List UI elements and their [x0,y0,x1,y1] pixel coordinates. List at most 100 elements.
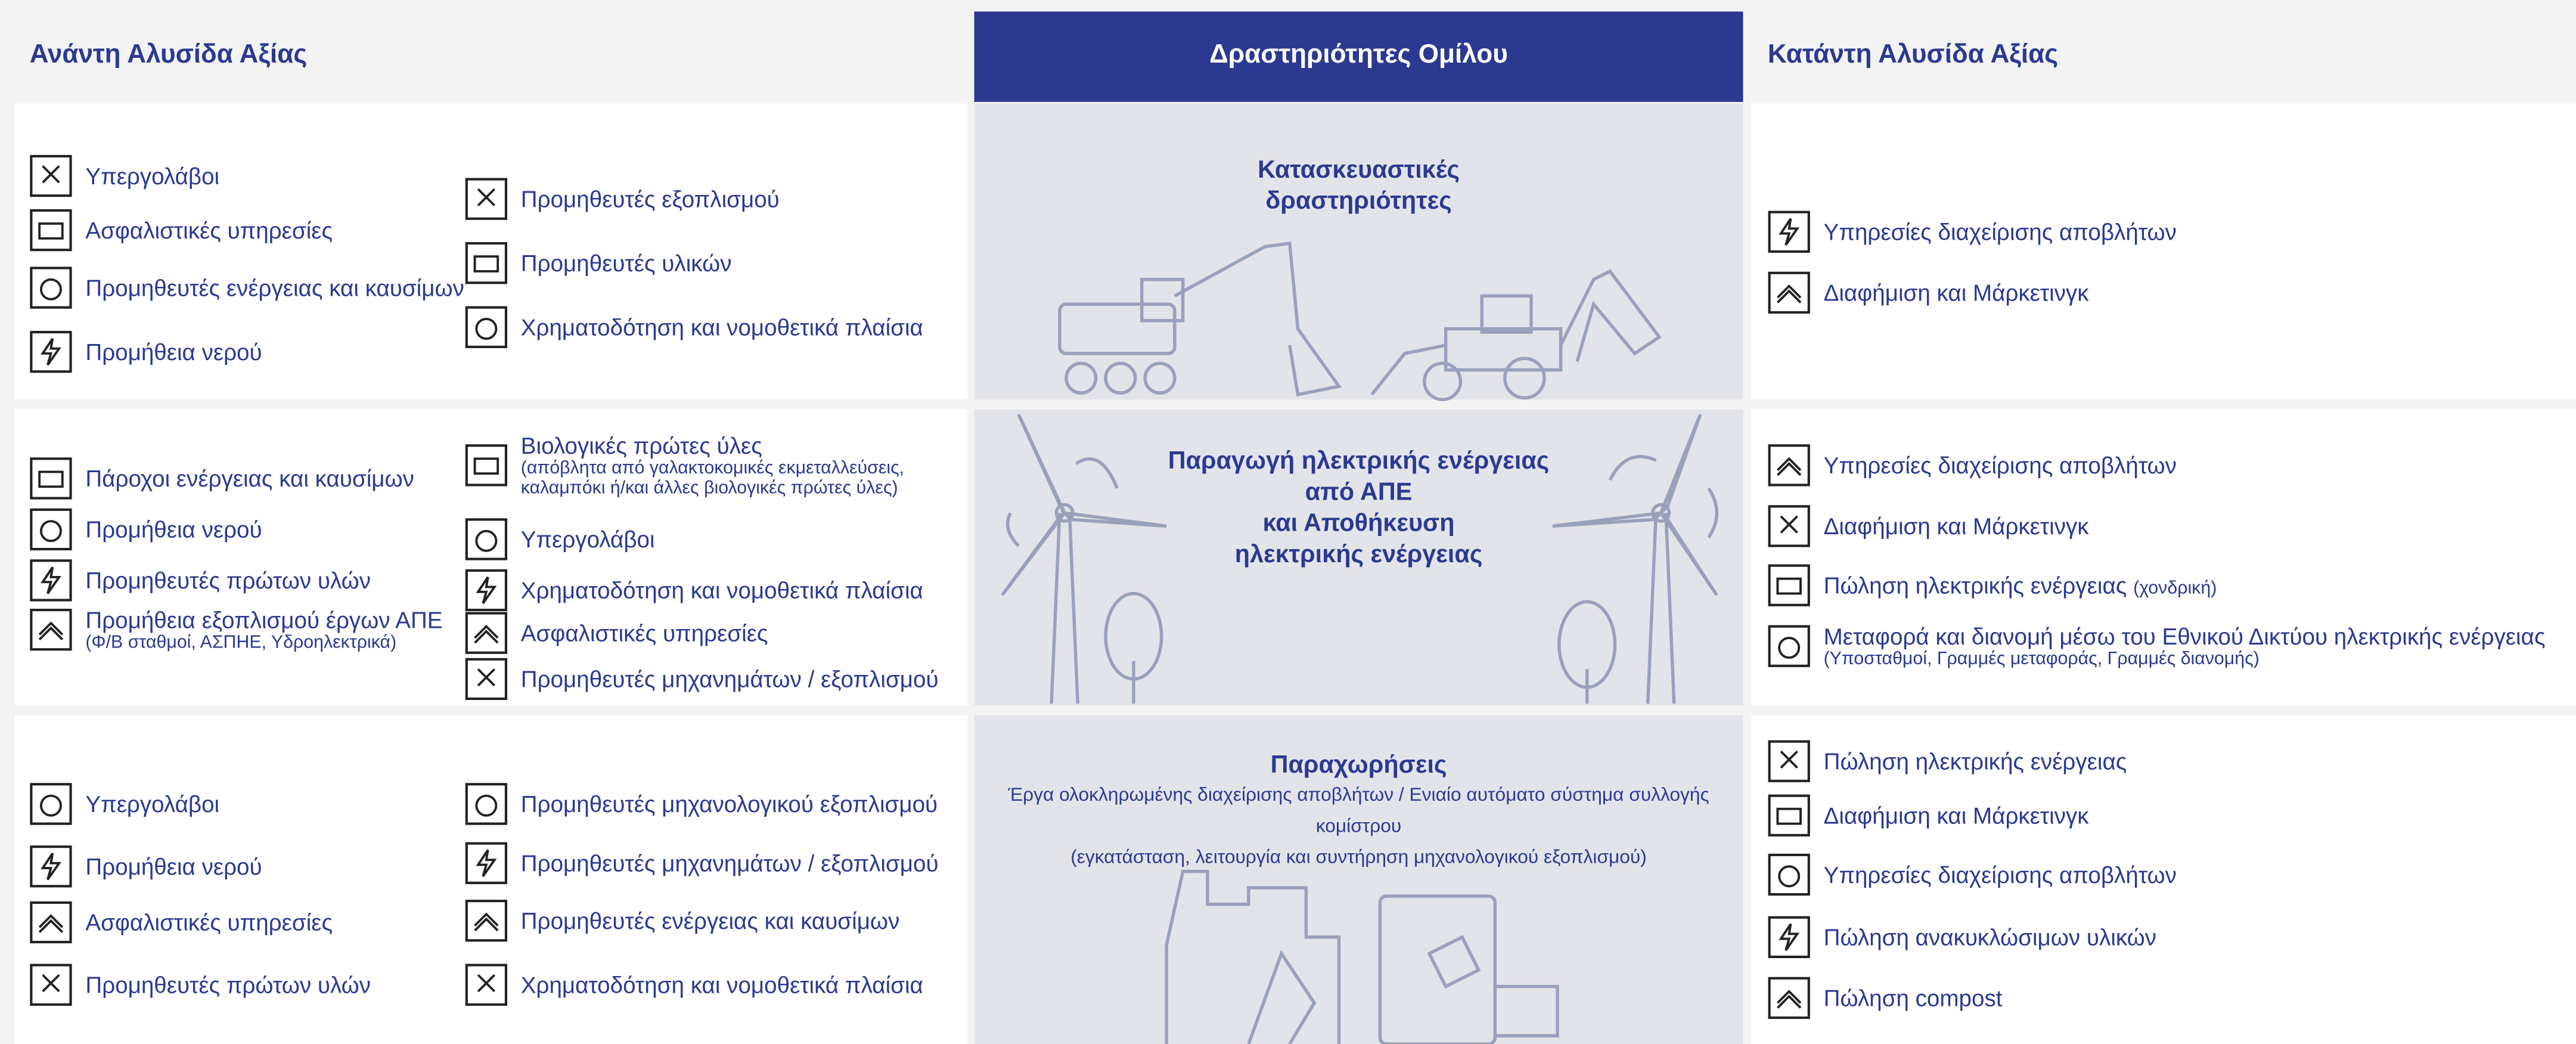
list-item: Προμηθευτές πρώτων υλών [30,559,371,602]
header-group: Δραστηριότητες Ομίλου [974,41,1743,71]
item-text: Μεταφορά και διανομή μέσω του Εθνικού Δι… [1824,623,2546,669]
item-text: Προμήθεια νερού [85,339,262,365]
icon [465,658,508,701]
activity-description: Έργα ολοκληρωμένης διαχείρισης αποβλήτων… [974,781,1743,844]
item-text: Ασφαλιστικές υπηρεσίες [85,909,333,935]
body: Ανάντη Αλυσίδα Αξίας Δραστηριότητες Ομίλ… [0,0,2576,1044]
list-item: Βιολογικές πρώτες ύλες(απόβλητα από γαλα… [465,432,904,498]
page: Value chain {"header":{"upstream":"Ανάντ… [0,0,2576,1044]
diagram: Ανάντη Αλυσίδα Αξίας Δραστηριότητες Ομίλ… [0,0,2576,1044]
item-text: Πώληση ανακυκλώσιμων υλικών [1824,924,2156,950]
item-text: Ασφαλιστικές υπηρεσίες [521,620,768,646]
item-text: Προμηθευτές μηχανημάτων / εξοπλισμού [521,850,939,876]
icon [1768,625,1811,668]
icon [1768,564,1811,607]
activity-title-line: Κατασκευαστικές [974,154,1743,185]
item-text: Προμήθεια εξοπλισμού έργων ΑΠΕ(Φ/Β σταθμ… [85,607,442,653]
list-item: Πώληση ηλεκτρικής ενέργειας (χονδρική) [1768,564,2217,607]
list-item: Προμηθευτές ενέργειας και καυσίμων [465,899,899,942]
item-label: Διαφήμιση και Μάρκετινγκ [1824,513,2089,539]
item-text: Προμήθεια νερού [85,853,262,879]
item-label: Προμήθεια νερού [85,516,262,543]
activity-description: (εγκατάσταση, λειτουργία και συντήρηση μ… [974,844,1743,875]
icon [465,306,508,349]
item-label: Προμηθευτές πρώτων υλών [85,567,371,593]
item-label: Υπεργολάβοι [85,163,219,189]
item-label: Προμηθευτές μηχανολογικού εξοπλισμού [521,791,938,817]
item-label: Ασφαλιστικές υπηρεσίες [85,909,333,935]
item-text: Υπηρεσίες διαχείρισης αποβλήτων [1824,452,2177,478]
item-inline-note: (χονδρική) [2133,579,2217,599]
icon [30,457,73,500]
list-item: Διαφήμιση και Μάρκετινγκ [1768,794,2089,837]
item-note: (Φ/Β σταθμοί, ΑΣΠΗΕ, Υδροηλεκτρικά) [85,633,442,653]
item-label: Προμηθευτές ενέργειας και καυσίμων [85,275,464,301]
activity-title-line: Παραχωρήσεις [974,749,1743,780]
icon [30,154,73,197]
item-label: Διαφήμιση και Μάρκετινγκ [1824,280,2089,306]
header-downstream: Κατάντη Αλυσίδα Αξίας [1768,41,2058,71]
activity-title-line: δραστηριότητες [974,186,1743,217]
icon [1768,916,1811,959]
item-label: Χρηματοδότηση και νομοθετικά πλαίσια [521,577,923,603]
item-label: Διαφήμιση και Μάρκετινγκ [1824,803,2089,829]
item-label: Προμηθευτές πρώτων υλών [85,972,371,998]
list-item: Υπεργολάβοι [30,154,220,197]
item-text: Προμηθευτές μηχανολογικού εξοπλισμού [521,791,938,817]
icon [1768,853,1811,896]
activity-title-line: και Αποθήκευση [974,508,1743,539]
item-label: Προμηθευτές ενέργειας και καυσίμων [521,907,900,934]
icon [465,444,508,487]
icon [30,845,73,888]
item-text: Προμηθευτές μηχανημάτων / εξοπλισμού [521,666,939,692]
list-item: Διαφήμιση και Μάρκετινγκ [1768,505,2089,548]
activity-title: Παραγωγή ηλεκτρικής ενέργειαςαπό ΑΠΕκαι … [974,445,1743,571]
item-note: καλαμπόκι ή/και άλλες βιολογικές πρώτες … [521,478,904,498]
item-text: Πώληση ηλεκτρικής ενέργειας [1824,748,2127,775]
item-text: Προμηθευτές ενέργειας και καυσίμων [521,907,900,934]
item-text: Υπεργολάβοι [85,163,219,189]
activity-title-line: ηλεκτρικής ενέργειας [974,539,1743,570]
list-item: Προμήθεια εξοπλισμού έργων ΑΠΕ(Φ/Β σταθμ… [30,607,443,653]
item-text: Προμηθευτές πρώτων υλών [85,972,371,998]
icon [30,964,73,1006]
list-item: Ασφαλιστικές υπηρεσίες [465,612,768,655]
item-label: Πώληση compost [1824,985,2003,1011]
item-label: Ασφαλιστικές υπηρεσίες [85,217,333,243]
list-item: Μεταφορά και διανομή μέσω του Εθνικού Δι… [1768,623,2546,669]
icon [465,178,508,221]
item-label: Προμηθευτές εξοπλισμού [521,186,780,212]
list-item: Υπεργολάβοι [30,783,220,826]
list-item: Υπεργολάβοι [465,518,655,561]
list-item: Προμήθεια νερού [30,330,262,373]
list-item: Προμήθεια νερού [30,845,262,888]
icon [465,612,508,655]
list-item: Προμηθευτές εξοπλισμού [465,178,780,221]
list-item: Χρηματοδότηση και νομοθετικά πλαίσια [465,964,923,1006]
item-text: Βιολογικές πρώτες ύλες(απόβλητα από γαλα… [521,432,904,498]
item-label: Προμήθεια εξοπλισμού έργων ΑΠΕ [85,607,442,633]
icon [30,901,73,944]
item-note: (Υποσταθμοί, Γραμμές μεταφοράς, Γραμμές … [1824,649,2546,669]
list-item: Πώληση ηλεκτρικής ενέργειας [1768,740,2127,783]
item-label: Υπεργολάβοι [521,526,655,552]
icon [30,209,73,252]
icon [1768,271,1811,314]
item-label: Προμήθεια νερού [85,339,262,365]
item-text: Προμηθευτές υλικών [521,250,732,276]
item-label: Μεταφορά και διανομή μέσω του Εθνικού Δι… [1824,623,2546,649]
icon [1768,505,1811,548]
icon [465,899,508,942]
list-item: Προμηθευτές ενέργειας και καυσίμων [30,267,464,309]
item-text: Ασφαλιστικές υπηρεσίες [85,217,333,243]
item-label: Χρηματοδότηση και νομοθετικά πλαίσια [521,314,923,340]
item-text: Υπηρεσίες διαχείρισης αποβλήτων [1824,862,2177,888]
item-text: Διαφήμιση και Μάρκετινγκ [1824,803,2089,829]
item-label: Χρηματοδότηση και νομοθετικά πλαίσια [521,972,923,998]
item-text: Πώληση ηλεκτρικής ενέργειας (χονδρική) [1824,572,2217,599]
list-item: Υπηρεσίες διαχείρισης αποβλήτων [1768,853,2177,896]
activity-title-line: Παραγωγή ηλεκτρικής ενέργειας [974,445,1743,476]
item-text: Προμηθευτές εξοπλισμού [521,186,780,212]
header-upstream: Ανάντη Αλυσίδα Αξίας [30,41,308,71]
item-label: Ασφαλιστικές υπηρεσίες [521,620,768,646]
